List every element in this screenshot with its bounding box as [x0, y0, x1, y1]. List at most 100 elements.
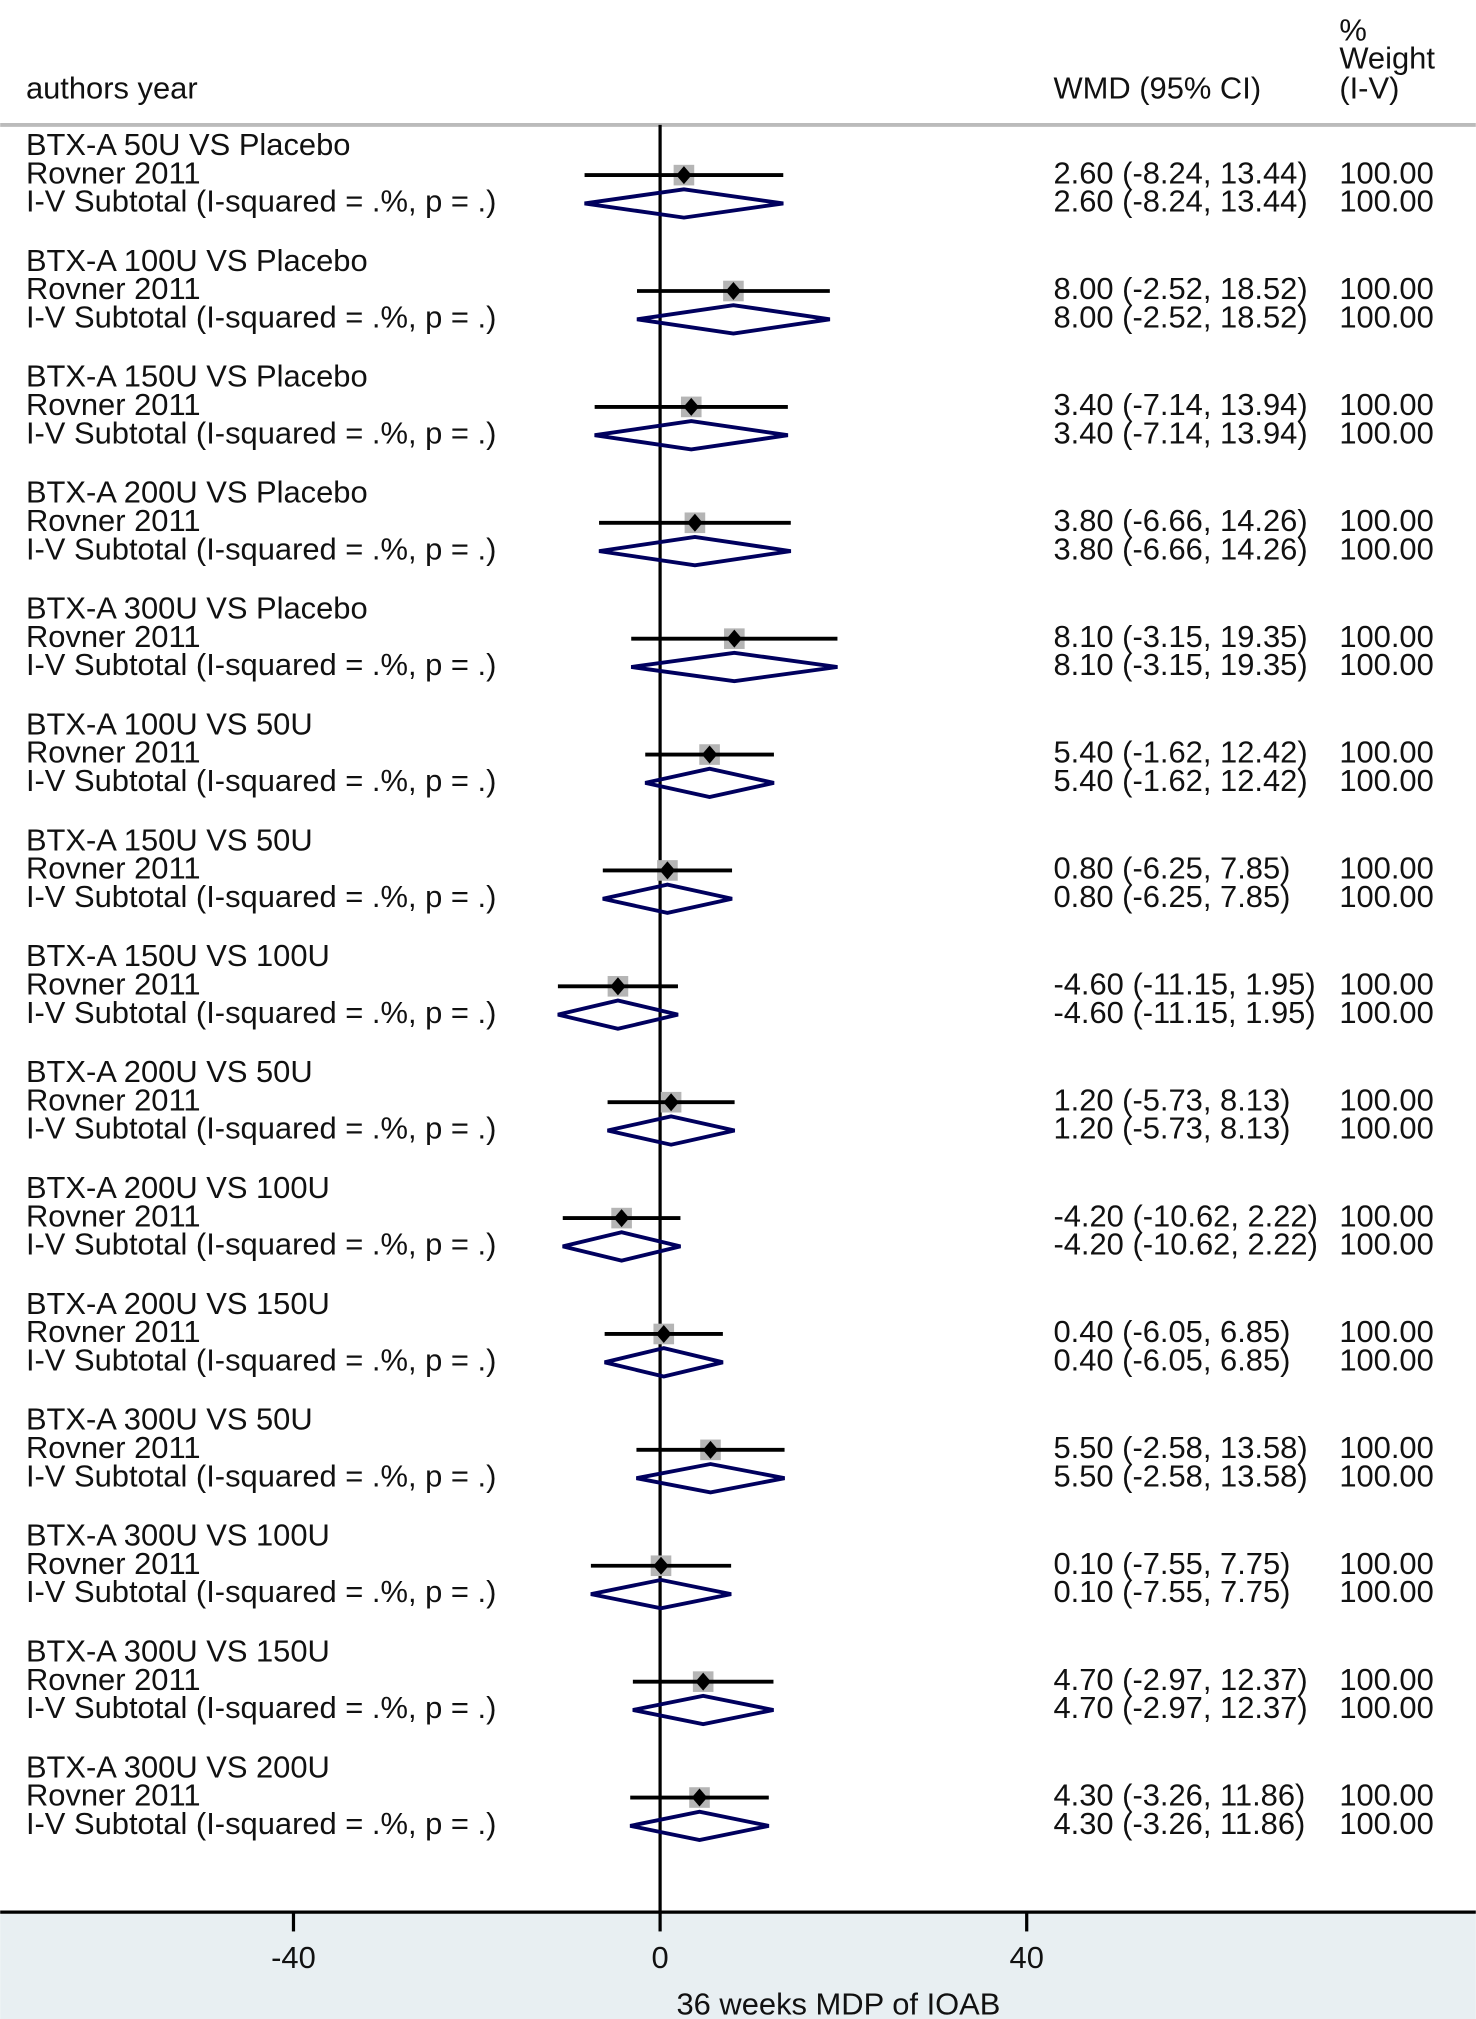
- point-estimate: [610, 977, 626, 996]
- effect-label: 8.10 (-3.15, 19.35): [1053, 619, 1307, 654]
- weight-label: 100.00: [1339, 966, 1433, 1001]
- subtotal-diamond: [632, 1693, 774, 1727]
- x-tick-label: -40: [271, 1940, 316, 1975]
- study-label: Rovner 2011: [26, 1662, 201, 1697]
- weight-label: 100.00: [1339, 647, 1433, 682]
- study-label: Rovner 2011: [26, 966, 201, 1001]
- weight-label: 100.00: [1339, 1111, 1433, 1146]
- effect-label: 1.20 (-5.73, 8.13): [1053, 1111, 1290, 1146]
- weight-label: 100.00: [1339, 1546, 1433, 1581]
- group-label: BTX-A 150U VS 100U: [26, 938, 330, 973]
- weight-label: 100.00: [1339, 1778, 1433, 1813]
- weight-label: 100.00: [1339, 1806, 1433, 1841]
- effect-label: 3.80 (-6.66, 14.26): [1053, 531, 1307, 566]
- weight-label: 100.00: [1339, 387, 1433, 422]
- weight-label: 100.00: [1339, 155, 1433, 190]
- group-label: BTX-A 100U VS Placebo: [26, 243, 368, 278]
- weight-label: 100.00: [1339, 1198, 1433, 1233]
- study-label: Rovner 2011: [26, 619, 201, 654]
- subtotal-label: I-V Subtotal (I-squared = .%, p = .): [26, 415, 496, 450]
- axis-panel: [0, 1912, 1476, 2019]
- weight-label: 100.00: [1339, 1430, 1433, 1465]
- weight-label: 100.00: [1339, 271, 1433, 306]
- study-label: Rovner 2011: [26, 1778, 201, 1813]
- subtotal-label: I-V Subtotal (I-squared = .%, p = .): [26, 879, 496, 914]
- weight-label: 100.00: [1339, 1227, 1433, 1262]
- weight-label: 100.00: [1339, 299, 1433, 334]
- study-label: Rovner 2011: [26, 851, 201, 886]
- subtotal-diamond: [636, 303, 831, 336]
- group-label: BTX-A 300U VS 200U: [26, 1749, 330, 1784]
- group-label: BTX-A 100U VS 50U: [26, 706, 313, 741]
- subtotal-label: I-V Subtotal (I-squared = .%, p = .): [26, 647, 496, 682]
- subtotal-diamond: [584, 187, 784, 220]
- subtotal-label: I-V Subtotal (I-squared = .%, p = .): [26, 531, 496, 566]
- subtotal-label: I-V Subtotal (I-squared = .%, p = .): [26, 1458, 496, 1493]
- effect-label: 0.10 (-7.55, 7.75): [1053, 1546, 1290, 1581]
- point-estimate: [676, 166, 692, 185]
- subtotal-label: I-V Subtotal (I-squared = .%, p = .): [26, 1806, 496, 1841]
- study-label: Rovner 2011: [26, 735, 201, 770]
- subtotal-diamond: [557, 998, 679, 1031]
- group-label: BTX-A 200U VS 50U: [26, 1054, 313, 1089]
- effect-label: 0.40 (-6.05, 6.85): [1053, 1314, 1290, 1349]
- subtotal-label: I-V Subtotal (I-squared = .%, p = .): [26, 763, 496, 798]
- group-label: BTX-A 150U VS 50U: [26, 822, 313, 857]
- point-estimate: [656, 1324, 672, 1343]
- header-weight: %: [1339, 12, 1366, 47]
- effect-label: 5.50 (-2.58, 13.58): [1053, 1458, 1307, 1493]
- effect-label: 3.40 (-7.14, 13.94): [1053, 415, 1307, 450]
- effect-label: 5.50 (-2.58, 13.58): [1053, 1430, 1307, 1465]
- weight-label: 100.00: [1339, 531, 1433, 566]
- weight-label: 100.00: [1339, 415, 1433, 450]
- subtotal-diamond: [629, 1809, 770, 1842]
- subtotal-diamond: [590, 1577, 732, 1611]
- subtotal-label: I-V Subtotal (I-squared = .%, p = .): [26, 995, 496, 1030]
- weight-label: 100.00: [1339, 1342, 1433, 1377]
- study-label: Rovner 2011: [26, 1314, 201, 1349]
- study-label: Rovner 2011: [26, 387, 201, 422]
- subtotal-diamond: [598, 534, 792, 568]
- effect-label: 4.30 (-3.26, 11.86): [1053, 1806, 1305, 1841]
- header-weight: Weight: [1339, 41, 1435, 76]
- effect-label: 8.10 (-3.15, 19.35): [1053, 647, 1307, 682]
- effect-label: 4.70 (-2.97, 12.37): [1053, 1690, 1307, 1725]
- group-label: BTX-A 200U VS 100U: [26, 1170, 330, 1205]
- subtotal-diamond: [604, 1346, 724, 1379]
- point-estimate: [691, 1788, 708, 1807]
- effect-label: 8.00 (-2.52, 18.52): [1053, 299, 1307, 334]
- group-label: BTX-A 200U VS Placebo: [26, 475, 368, 510]
- x-axis-label: 36 weeks MDP of IOAB: [676, 1986, 1000, 2019]
- subtotal-label: I-V Subtotal (I-squared = .%, p = .): [26, 1227, 496, 1262]
- subtotal-label: I-V Subtotal (I-squared = .%, p = .): [26, 1574, 496, 1609]
- weight-label: 100.00: [1339, 1314, 1433, 1349]
- header-weight: (I-V): [1339, 70, 1399, 105]
- weight-label: 100.00: [1339, 184, 1433, 219]
- effect-label: -4.60 (-11.15, 1.95): [1053, 966, 1315, 1001]
- point-estimate: [653, 1556, 669, 1575]
- effect-label: 4.70 (-2.97, 12.37): [1053, 1662, 1307, 1697]
- subtotal-label: I-V Subtotal (I-squared = .%, p = .): [26, 1111, 496, 1146]
- group-label: BTX-A 200U VS 150U: [26, 1286, 330, 1321]
- effect-label: -4.60 (-11.15, 1.95): [1053, 995, 1315, 1030]
- subtotal-label: I-V Subtotal (I-squared = .%, p = .): [26, 1690, 496, 1725]
- group-label: BTX-A 50U VS Placebo: [26, 127, 351, 162]
- point-estimate: [726, 629, 743, 648]
- x-tick-label: 40: [1010, 1940, 1044, 1975]
- group-label: BTX-A 300U VS 50U: [26, 1402, 313, 1437]
- effect-label: 2.60 (-8.24, 13.44): [1053, 184, 1307, 219]
- group-label: BTX-A 300U VS 150U: [26, 1633, 330, 1668]
- effect-label: 3.40 (-7.14, 13.94): [1053, 387, 1307, 422]
- subtotal-label: I-V Subtotal (I-squared = .%, p = .): [26, 1342, 496, 1377]
- point-estimate: [659, 861, 676, 880]
- point-estimate: [725, 281, 742, 301]
- effect-label: 0.80 (-6.25, 7.85): [1053, 851, 1290, 886]
- subtotal-label: I-V Subtotal (I-squared = .%, p = .): [26, 299, 496, 334]
- subtotal-diamond: [594, 419, 789, 452]
- effect-label: -4.20 (-10.62, 2.22): [1053, 1198, 1317, 1233]
- effect-label: 4.30 (-3.26, 11.86): [1053, 1778, 1305, 1813]
- subtotal-diamond: [630, 650, 838, 684]
- study-label: Rovner 2011: [26, 155, 201, 190]
- study-label: Rovner 2011: [26, 503, 201, 538]
